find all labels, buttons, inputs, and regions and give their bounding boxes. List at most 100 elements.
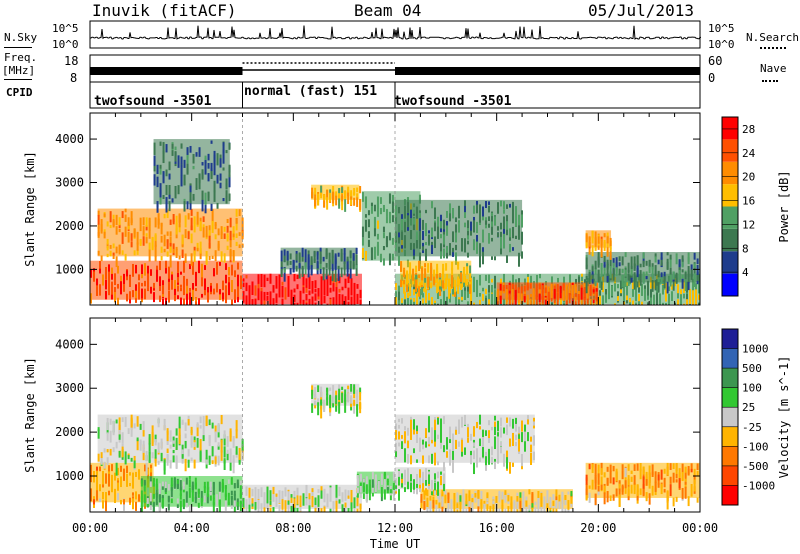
power-pixel: [455, 217, 457, 223]
velocity-pixel: [678, 478, 681, 489]
velocity-pixel: [696, 471, 699, 476]
velocity-pixel: [470, 455, 472, 465]
power-pixel: [656, 276, 658, 289]
velocity-pixel: [524, 441, 526, 452]
power-pixel: [443, 248, 445, 259]
power-pixel: [497, 232, 499, 238]
power-pixel: [314, 293, 317, 301]
power-pixel: [482, 251, 484, 265]
power-pixel: [520, 286, 523, 297]
power-pixel: [343, 261, 346, 271]
velocity-pixel: [413, 419, 415, 430]
power-patch: [242, 273, 362, 305]
power-pixel: [509, 228, 511, 241]
velocity-pixel: [278, 490, 281, 503]
velocity-pixel: [353, 497, 356, 509]
power-pixel: [238, 209, 241, 217]
power-pixel: [615, 257, 618, 268]
power-pixel: [106, 243, 109, 249]
power-pixel: [280, 260, 283, 268]
power-pixel: [219, 158, 222, 168]
power-pixel: [322, 256, 325, 262]
power-pixel: [213, 163, 216, 176]
power-pixel: [148, 242, 151, 250]
power-pixel: [672, 278, 675, 291]
power-pixel: [639, 280, 642, 286]
velocity-pixel: [226, 449, 229, 454]
power-pixel: [317, 193, 320, 206]
velocity-pixel: [501, 494, 504, 506]
velocity-pixel: [456, 503, 459, 509]
power-pixel: [226, 235, 229, 240]
power-pixel: [364, 250, 367, 261]
velocity-pixel: [323, 399, 326, 412]
velocity-pixel: [489, 505, 492, 512]
power-pixel: [225, 190, 228, 198]
power-pixel: [653, 280, 655, 289]
power-pixel: [109, 244, 112, 249]
velocity-pixel: [416, 487, 418, 495]
velocity-pixel: [509, 438, 511, 447]
power-pixel: [99, 261, 101, 269]
velocity-pixel: [100, 452, 103, 459]
power-pixel: [162, 171, 165, 184]
velocity-pixel: [287, 491, 290, 501]
power-pixel: [695, 289, 697, 301]
power-pixel: [174, 185, 177, 199]
velocity-pixel: [501, 491, 504, 500]
velocity-pixel: [470, 433, 472, 441]
power-pixel: [124, 226, 127, 237]
velocity-pixel: [450, 499, 453, 508]
power-pixel: [449, 203, 451, 214]
power-pixel: [298, 252, 301, 263]
velocity-pixel: [178, 432, 181, 445]
power-pixel: [597, 252, 600, 266]
power-pixel: [597, 236, 600, 244]
power-pixel: [165, 169, 168, 177]
velocity-pixel: [341, 386, 344, 390]
velocity-pixel: [447, 492, 450, 504]
power-pixel: [669, 254, 672, 260]
power-pixel: [678, 259, 681, 268]
power-pixel: [347, 303, 350, 305]
velocity-pixel: [344, 507, 347, 512]
power-pixel: [353, 187, 356, 195]
velocity-pixel: [588, 492, 591, 503]
velocity-pixel: [347, 393, 350, 401]
velocity-pixel: [500, 446, 502, 454]
velocity-pixel: [108, 467, 110, 472]
power-pixel: [614, 303, 616, 305]
velocity-pixel: [537, 494, 540, 504]
velocity-pixel: [447, 508, 450, 512]
power-pixel: [326, 303, 329, 305]
velocity-pixel: [314, 497, 317, 506]
velocity-pixel: [179, 506, 182, 512]
velocity-pixel: [446, 437, 448, 447]
velocity-pixel: [106, 417, 109, 431]
power-pixel: [210, 140, 213, 144]
power-pixel: [257, 274, 260, 280]
velocity-pixel: [179, 480, 182, 491]
power-pixel: [635, 302, 637, 305]
power-pixel: [518, 252, 520, 260]
velocity-pixel: [404, 453, 406, 462]
velocity-pixel: [127, 455, 130, 460]
power-pixel: [105, 270, 107, 280]
velocity-pixel: [214, 431, 217, 443]
velocity-pixel: [663, 477, 666, 488]
velocity-colorbar-label: 25: [742, 401, 755, 414]
power-pixel: [494, 289, 496, 300]
power-pixel: [280, 250, 283, 262]
velocity-pixel: [223, 434, 226, 446]
velocity-pixel: [444, 490, 447, 497]
velocity-pixel: [308, 502, 311, 512]
velocity-pixel: [645, 479, 648, 486]
power-pixel: [683, 293, 685, 299]
velocity-pixel: [464, 414, 466, 425]
power-pixel: [347, 273, 350, 282]
velocity-pixel: [117, 482, 119, 491]
power-pixel: [464, 286, 466, 299]
velocity-pixel: [432, 500, 435, 511]
velocity-pixel: [654, 481, 657, 492]
velocity-pixel: [132, 477, 134, 489]
